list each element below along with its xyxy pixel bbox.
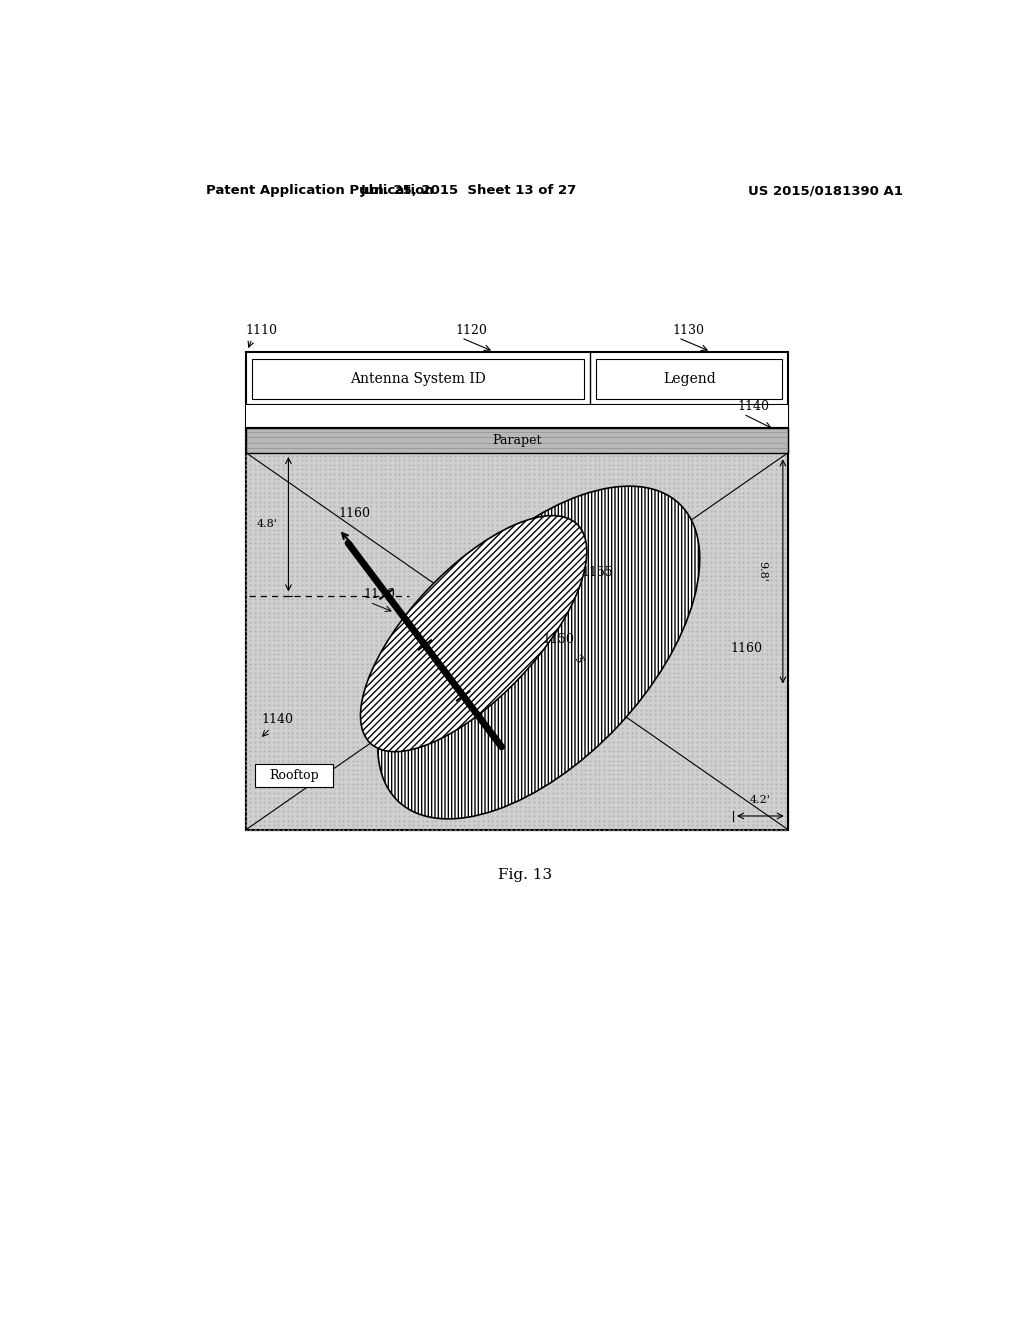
Text: 1140: 1140 <box>261 713 293 726</box>
Bar <box>246 428 788 830</box>
Text: 1110: 1110 <box>246 323 278 337</box>
Text: Patent Application Publication: Patent Application Publication <box>206 185 433 197</box>
Text: Rooftop: Rooftop <box>269 770 318 783</box>
Bar <box>597 359 782 399</box>
Bar <box>252 359 584 399</box>
Text: 1140: 1140 <box>738 400 770 412</box>
Bar <box>246 405 788 428</box>
Ellipse shape <box>378 486 699 818</box>
Text: 1170: 1170 <box>364 587 395 601</box>
Text: 4.2': 4.2' <box>750 795 771 805</box>
Text: Fig. 13: Fig. 13 <box>498 867 552 882</box>
Text: US 2015/0181390 A1: US 2015/0181390 A1 <box>749 185 903 197</box>
Text: 4.8': 4.8' <box>257 519 278 529</box>
Bar <box>255 764 333 788</box>
Ellipse shape <box>360 516 587 751</box>
Text: 1160: 1160 <box>339 507 371 520</box>
Text: 1155: 1155 <box>582 566 613 579</box>
Text: 1120: 1120 <box>455 323 487 337</box>
Text: 1150: 1150 <box>543 634 574 647</box>
Text: Parapet: Parapet <box>493 434 542 446</box>
Bar <box>246 428 788 453</box>
Bar <box>246 352 788 830</box>
Text: 3': 3' <box>571 653 586 668</box>
Text: Antenna System ID: Antenna System ID <box>350 372 486 385</box>
Text: 9.8': 9.8' <box>758 561 767 582</box>
Text: 1130: 1130 <box>672 323 705 337</box>
Text: Jun. 25, 2015  Sheet 13 of 27: Jun. 25, 2015 Sheet 13 of 27 <box>360 185 578 197</box>
Text: Legend: Legend <box>663 372 716 385</box>
Text: 1160: 1160 <box>730 643 762 655</box>
